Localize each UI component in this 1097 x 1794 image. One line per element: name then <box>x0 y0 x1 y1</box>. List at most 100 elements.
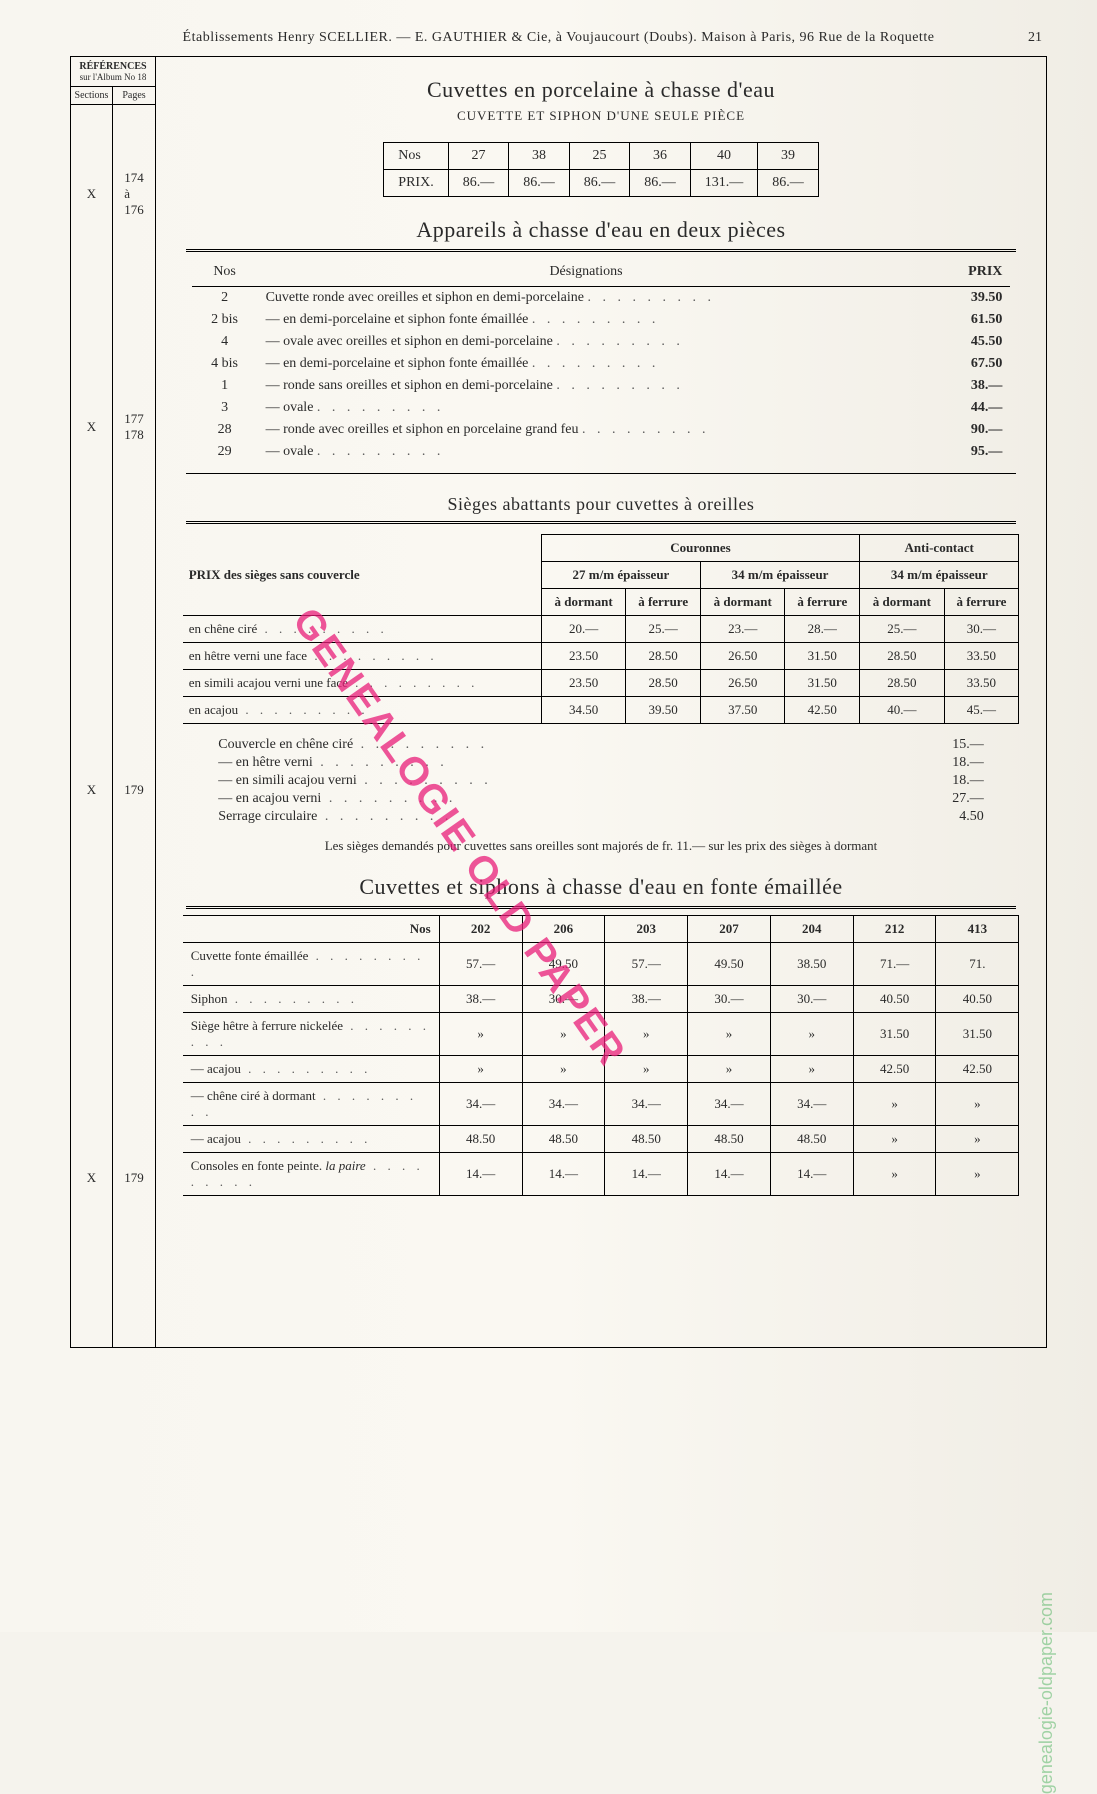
table-row: 2 bis— en demi-porcelaine et siphon font… <box>192 309 1011 331</box>
item-number: 28 <box>192 419 258 441</box>
price-cell: 28.50 <box>860 670 944 697</box>
model-number: 212 <box>853 916 936 943</box>
item-number: 2 <box>192 287 258 310</box>
couvercle-row: — en hêtre verni18.— <box>218 754 983 772</box>
price-cell: 49.50 <box>522 943 605 986</box>
ref-body: X X X X 174 à 176 177 178 179 179 <box>71 105 155 1347</box>
publisher-header: Établissements Henry SCELLIER. — E. GAUT… <box>70 30 1047 46</box>
material-name: en simili acajou verni une face <box>183 670 542 697</box>
item-designation: — ronde sans oreilles et siphon en demi-… <box>258 375 915 397</box>
page-number: 21 <box>1028 30 1042 46</box>
ref-pages: 174 à 176 <box>113 105 155 283</box>
item-designation: — en demi-porcelaine et siphon fonte éma… <box>258 309 915 331</box>
model-number: 39 <box>758 143 819 170</box>
table-row: 4 bis— en demi-porcelaine et siphon font… <box>192 353 1011 375</box>
table-header-row: Nos Désignations PRIX <box>192 258 1011 287</box>
ref-section: X <box>71 283 112 571</box>
price-cell: 42.50 <box>936 1056 1019 1083</box>
price-cell: 14.— <box>688 1153 771 1196</box>
catalog-page: Établissements Henry SCELLIER. — E. GAUT… <box>0 0 1097 1632</box>
table-row: 28— ronde avec oreilles et siphon en por… <box>192 419 1011 441</box>
couvercle-price: 15.— <box>952 737 984 753</box>
item-number: 2 bis <box>192 309 258 331</box>
ref-col-sections: Sections <box>71 87 113 104</box>
price-cell: 14.— <box>605 1153 688 1196</box>
table-row: PRIX des sièges sans couvercle Couronnes… <box>183 535 1019 562</box>
col-designations: Désignations <box>258 258 915 287</box>
price-cell: 23.50 <box>541 643 625 670</box>
item-name: Cuvette fonte émaillée <box>183 943 440 986</box>
price-cell: 30.— <box>522 986 605 1013</box>
content-column: Cuvettes en porcelaine à chasse d'eau CU… <box>156 57 1046 1347</box>
price-cell: 48.50 <box>688 1126 771 1153</box>
ref-title-text: RÉFÉRENCES <box>73 61 153 72</box>
couvercle-row: Serrage circulaire 4.50 <box>218 808 983 826</box>
group-couronnes: Couronnes <box>541 535 859 562</box>
ref-section: X <box>71 571 112 1009</box>
price-cell: 34.— <box>605 1083 688 1126</box>
price-cell: » <box>605 1056 688 1083</box>
nos-label: Nos <box>384 143 448 170</box>
item-number: 3 <box>192 397 258 419</box>
couvercle-row: Couvercle en chêne ciré15.— <box>218 736 983 754</box>
divider <box>186 473 1016 474</box>
nos-label: Nos <box>183 916 440 943</box>
price-cell: 42.50 <box>785 697 860 724</box>
price-cell: 28.50 <box>626 643 701 670</box>
price-cell: 48.50 <box>770 1126 853 1153</box>
price-cell: 23.50 <box>541 670 625 697</box>
couvercle-name: Serrage circulaire <box>218 809 452 825</box>
price-cell: 86.— <box>630 170 691 197</box>
price-cell: 30.— <box>770 986 853 1013</box>
col-dormant: à dormant <box>701 589 785 616</box>
price-cell: 49.50 <box>688 943 771 986</box>
item-number: 29 <box>192 441 258 463</box>
ref-pages-cells: 174 à 176 177 178 179 179 <box>113 105 155 1347</box>
couvercle-name: — en hêtre verni <box>218 755 447 771</box>
divider <box>186 249 1016 252</box>
price-cell: 33.50 <box>944 670 1019 697</box>
model-number: 204 <box>770 916 853 943</box>
item-name: — chêne ciré à dormant <box>183 1083 440 1126</box>
price-cell: » <box>439 1056 522 1083</box>
couvercle-row: — en acajou verni27.— <box>218 790 983 808</box>
table-row: Siphon38.—30.—38.—30.—30.—40.5040.50 <box>183 986 1019 1013</box>
table-row: — chêne ciré à dormant34.—34.—34.—34.—34… <box>183 1083 1019 1126</box>
couvercle-price: 4.50 <box>959 809 984 825</box>
section3-table: PRIX des sièges sans couvercle Couronnes… <box>183 534 1020 724</box>
price-cell: 39.50 <box>626 697 701 724</box>
ref-pages: 177 178 <box>113 283 155 571</box>
price-cell: » <box>770 1013 853 1056</box>
price-cell: 38.— <box>439 986 522 1013</box>
price-cell: 25.— <box>626 616 701 643</box>
price-cell: 131.— <box>690 170 758 197</box>
model-number: 25 <box>569 143 630 170</box>
model-number: 202 <box>439 916 522 943</box>
price-cell: » <box>853 1126 936 1153</box>
ref-section: X <box>71 1009 112 1347</box>
section1-title: Cuvettes en porcelaine à chasse d'eau <box>156 77 1046 103</box>
col-nos: Nos <box>192 258 258 287</box>
price-cell: 30.— <box>688 986 771 1013</box>
price-cell: 86.— <box>448 170 509 197</box>
item-price: 39.50 <box>914 287 1010 310</box>
col-prix: PRIX <box>914 258 1010 287</box>
couvercle-row: — en simili acajou verni18.— <box>218 772 983 790</box>
prix-sieges-label: PRIX des sièges sans couvercle <box>183 535 542 616</box>
price-cell: 34.— <box>522 1083 605 1126</box>
model-number: 206 <box>522 916 605 943</box>
price-cell: 45.— <box>944 697 1019 724</box>
item-price: 44.— <box>914 397 1010 419</box>
couvercle-name: — en acajou verni <box>218 791 456 807</box>
couvercle-price: 18.— <box>952 773 984 789</box>
price-cell: » <box>936 1153 1019 1196</box>
price-cell: » <box>522 1056 605 1083</box>
item-name: Consoles en fonte peinte. la paire <box>183 1153 440 1196</box>
item-price: 95.— <box>914 441 1010 463</box>
ref-title: RÉFÉRENCES sur l'Album No 18 <box>71 57 155 87</box>
price-cell: 86.— <box>509 170 570 197</box>
item-name: Siège hêtre à ferrure nickelée <box>183 1013 440 1056</box>
price-cell: 14.— <box>439 1153 522 1196</box>
price-cell: 34.— <box>770 1083 853 1126</box>
table-row: — acajou48.5048.5048.5048.5048.50»» <box>183 1126 1019 1153</box>
